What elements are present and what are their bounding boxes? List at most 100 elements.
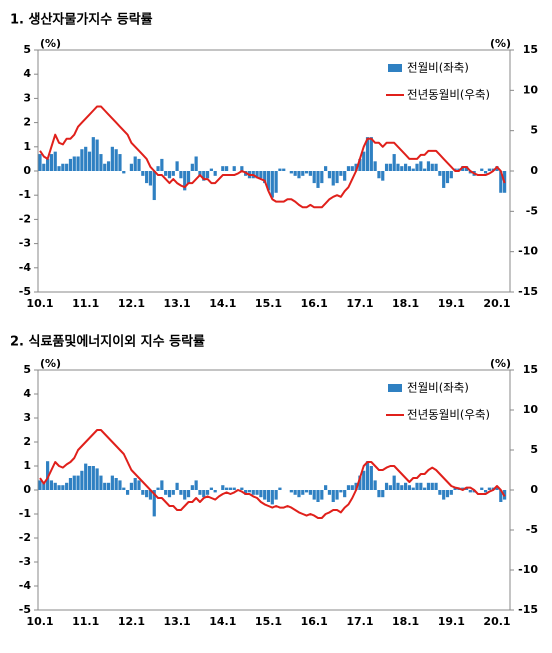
bar (225, 166, 229, 171)
y-tick-label: -1 (19, 188, 31, 201)
bar (247, 490, 252, 493)
bar (358, 158, 362, 171)
bar (419, 161, 423, 171)
bar (384, 163, 389, 171)
bar (487, 168, 491, 171)
bar (312, 490, 316, 500)
bar (95, 139, 99, 171)
y2-tick-label: 15 (523, 363, 538, 376)
bar (358, 475, 362, 490)
bar (114, 478, 118, 490)
bar (87, 466, 92, 490)
bar (152, 171, 156, 201)
bar (430, 482, 434, 490)
bar (339, 490, 343, 493)
y-tick-label: -3 (19, 555, 31, 568)
bar (396, 482, 400, 490)
bar (415, 163, 419, 171)
y-tick-label: 1 (23, 140, 31, 153)
bar (304, 171, 309, 174)
bar (167, 490, 172, 498)
bar (213, 171, 217, 176)
bar (404, 163, 408, 171)
x-tick-label: 16.1 (301, 615, 328, 628)
bar (72, 156, 76, 171)
y-tick-label: -4 (19, 261, 32, 274)
bar (205, 171, 210, 179)
y-tick-label: 4 (23, 67, 31, 80)
bar (198, 490, 202, 495)
bar (244, 490, 248, 495)
bar (145, 490, 149, 498)
legend-label: 전월비(좌축) (407, 381, 469, 395)
bar (335, 490, 339, 500)
bar (118, 480, 122, 490)
bar (190, 485, 194, 490)
bar (293, 490, 297, 495)
y-tick-label: 3 (23, 411, 31, 424)
x-tick-label: 11.1 (72, 615, 99, 628)
bar (354, 163, 358, 171)
bar (407, 166, 412, 171)
bar (430, 163, 434, 171)
bar (480, 487, 484, 490)
bar (221, 485, 225, 490)
bar (274, 171, 278, 193)
bar (438, 490, 442, 495)
bar (331, 490, 335, 502)
bar (186, 490, 191, 498)
bar (183, 490, 187, 500)
bar (442, 171, 446, 188)
bar (461, 166, 465, 171)
bar (365, 461, 370, 490)
bar (164, 490, 168, 495)
bar (316, 490, 320, 502)
bar (145, 171, 149, 184)
legend-label: 전년동월비(우축) (407, 88, 490, 102)
chart-title: 1. 생산자물가지수 등락률 (10, 12, 153, 28)
bar (442, 490, 446, 500)
bar (160, 158, 164, 171)
bar (133, 478, 137, 490)
bar (49, 154, 54, 171)
x-tick-label: 20.1 (483, 297, 510, 310)
bar (263, 171, 267, 184)
bar (316, 171, 320, 188)
y-tick-label: -3 (19, 237, 31, 250)
bar (468, 171, 472, 174)
bar (87, 151, 92, 171)
bar (106, 482, 111, 490)
bar (404, 482, 408, 490)
bar (445, 171, 450, 184)
bar (232, 166, 236, 171)
bar (483, 490, 488, 493)
bar (232, 487, 236, 490)
bar (213, 490, 217, 493)
bar (240, 487, 244, 490)
bar (72, 475, 76, 490)
bar (148, 171, 153, 186)
y-tick-label: -1 (19, 507, 31, 520)
bar (186, 171, 191, 184)
bar (350, 485, 354, 490)
bar (312, 171, 316, 184)
bar (171, 171, 175, 176)
bar (346, 166, 351, 171)
bar (99, 475, 103, 490)
chart-title: 2. 식료품및에너지이외 지수 등락률 (10, 334, 205, 350)
y-tick-label: -2 (19, 212, 31, 225)
bar (198, 171, 202, 176)
bar (95, 468, 99, 490)
x-tick-label: 12.1 (118, 615, 145, 628)
bar (289, 490, 293, 493)
bar (84, 146, 88, 171)
bar (350, 166, 354, 171)
y2-tick-label: -15 (518, 603, 538, 616)
bar (400, 485, 404, 490)
bar (266, 490, 271, 502)
bar (259, 490, 263, 498)
bar (68, 158, 73, 171)
y-tick-label: 2 (23, 116, 31, 129)
bar (278, 168, 282, 171)
bar (255, 490, 259, 495)
